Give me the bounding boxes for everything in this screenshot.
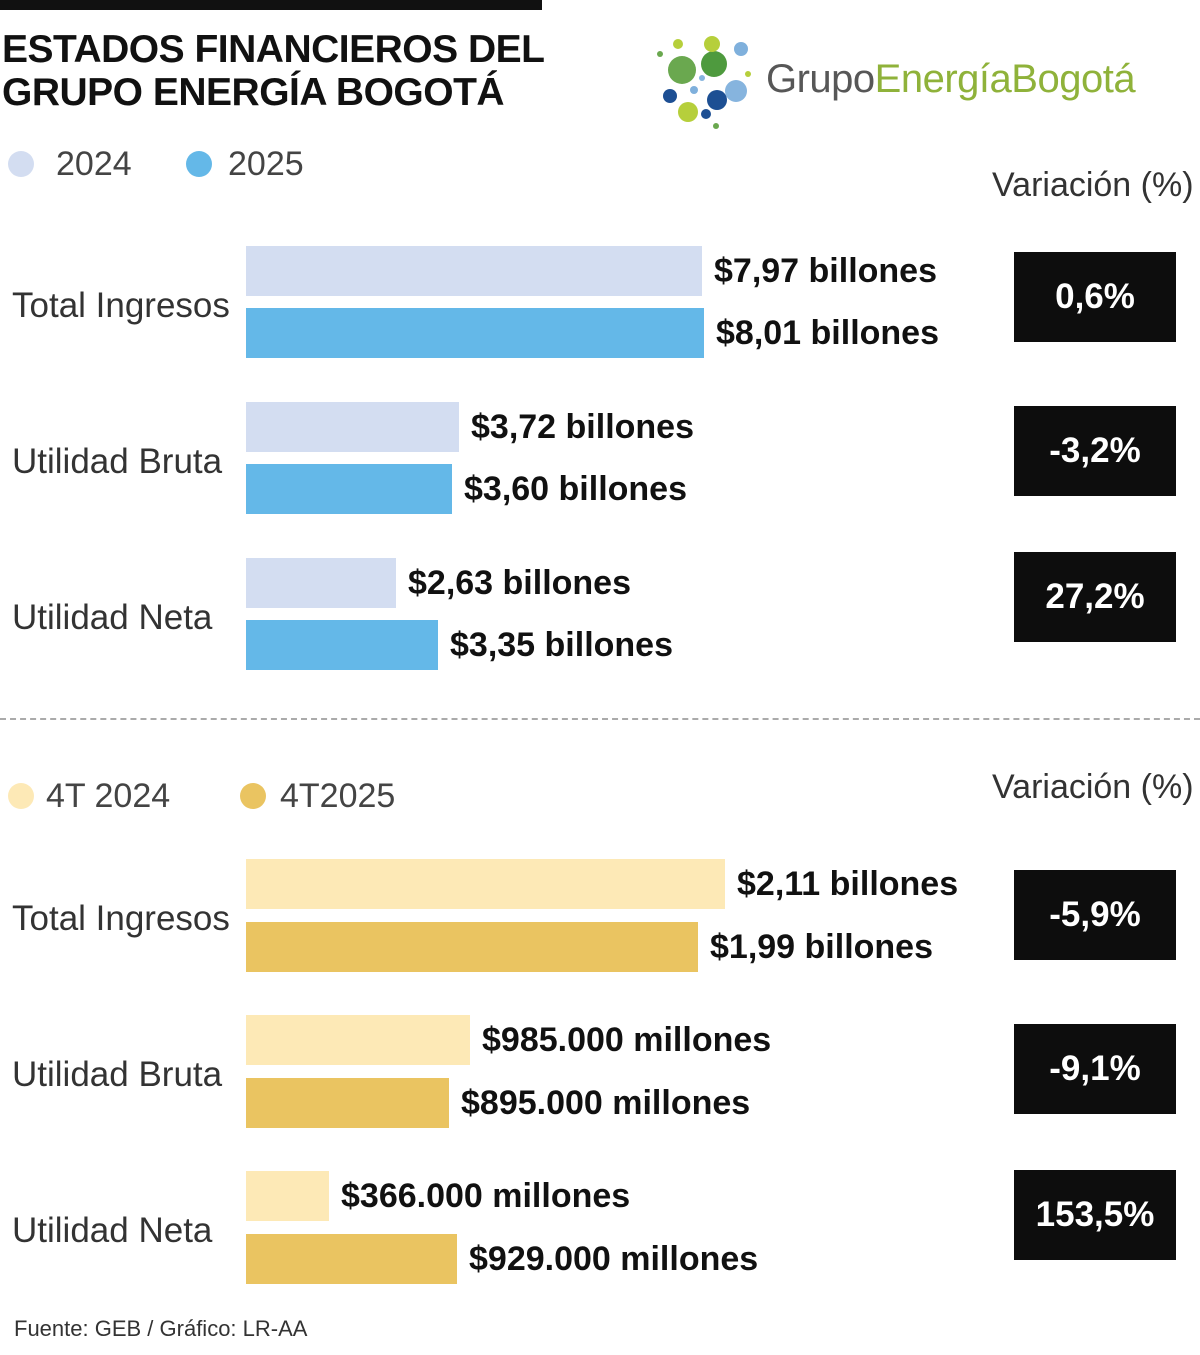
- source-note: Fuente: GEB / Gráfico: LR-AA: [14, 1316, 308, 1341]
- category-label: Total Ingresos: [12, 286, 230, 325]
- title-line-2: GRUPO ENERGÍA BOGOTÁ: [2, 71, 505, 114]
- bar-4t2025: [246, 1234, 457, 1284]
- legend-swatch-2024: [8, 151, 34, 177]
- legend-item-4t2024: 4T 2024: [8, 776, 170, 816]
- legend-quarterly: 4T 2024 4T2025: [0, 776, 600, 816]
- logo-text-grupo: Grupo: [766, 57, 875, 101]
- variation-header-annual: Variación (%): [992, 166, 1194, 204]
- logo-text-energia: Energía: [874, 57, 1012, 101]
- variation-header-quarterly: Variación (%): [992, 768, 1194, 806]
- bar-value-label: $2,63 billones: [408, 564, 631, 602]
- title-line-1: ESTADOS FINANCIEROS DEL: [2, 28, 545, 71]
- variation-badge: -9,1%: [1014, 1024, 1176, 1114]
- legend-label-4t2025: 4T2025: [280, 776, 396, 815]
- legend-label-2024: 2024: [56, 144, 132, 183]
- variation-badge: 27,2%: [1014, 552, 1176, 642]
- logo-bubbles-icon: [657, 36, 751, 129]
- category-label: Utilidad Neta: [12, 1211, 213, 1250]
- bar-value-label: $3,72 billones: [471, 408, 694, 446]
- bar-4t2025: [246, 922, 698, 972]
- legend-item-2025: 2025: [186, 144, 304, 184]
- bar-value-label: $366.000 millones: [341, 1177, 631, 1215]
- legend-label-4t2024: 4T 2024: [46, 776, 171, 815]
- bar-4t2024: [246, 1015, 470, 1065]
- variation-badge: -5,9%: [1014, 870, 1176, 960]
- bar-2024: [246, 558, 396, 608]
- logo-text-bogota: Bogotá: [1011, 57, 1136, 101]
- bar-value-label: $3,35 billones: [450, 626, 673, 664]
- category-label: Total Ingresos: [12, 899, 230, 938]
- legend-swatch-2025: [186, 151, 212, 177]
- category-label: Utilidad Neta: [12, 598, 213, 637]
- top-rule: [0, 0, 542, 10]
- bar-value-label: $2,11 billones: [737, 865, 959, 903]
- bar-2025: [246, 464, 452, 514]
- bar-2024: [246, 402, 459, 452]
- bar-4t2024: [246, 859, 725, 909]
- bar-value-label: $985.000 millones: [482, 1021, 772, 1059]
- logo-wordmark: GrupoEnergíaBogotá: [766, 54, 1136, 104]
- category-label: Utilidad Bruta: [12, 442, 223, 481]
- bar-2024: [246, 246, 702, 296]
- legend-item-2024: 2024: [8, 144, 132, 184]
- bar-2025: [246, 620, 438, 670]
- bar-value-label: $8,01 billones: [716, 314, 939, 352]
- legend-annual: 2024 2025: [0, 144, 600, 184]
- legend-item-4t2025: 4T2025: [240, 776, 395, 816]
- variation-badge: 0,6%: [1014, 252, 1176, 342]
- section-divider: [0, 718, 1200, 720]
- bar-value-label: $3,60 billones: [464, 470, 687, 508]
- bar-4t2024: [246, 1171, 329, 1221]
- variation-badge: 153,5%: [1014, 1170, 1176, 1260]
- bar-2025: [246, 308, 704, 358]
- bar-4t2025: [246, 1078, 449, 1128]
- geb-logo: GrupoEnergíaBogotá: [652, 34, 1172, 134]
- bar-value-label: $929.000 millones: [469, 1240, 759, 1278]
- bar-value-label: $895.000 millones: [461, 1084, 751, 1122]
- bar-value-label: $7,97 billones: [714, 252, 937, 290]
- legend-swatch-4t2025: [240, 783, 266, 809]
- variation-badge: -3,2%: [1014, 406, 1176, 496]
- legend-swatch-4t2024: [8, 783, 34, 809]
- category-label: Utilidad Bruta: [12, 1055, 223, 1094]
- bar-value-label: $1,99 billones: [710, 928, 933, 966]
- chart-title: ESTADOS FINANCIEROS DEL GRUPO ENERGÍA BO…: [2, 28, 545, 114]
- legend-label-2025: 2025: [228, 144, 304, 183]
